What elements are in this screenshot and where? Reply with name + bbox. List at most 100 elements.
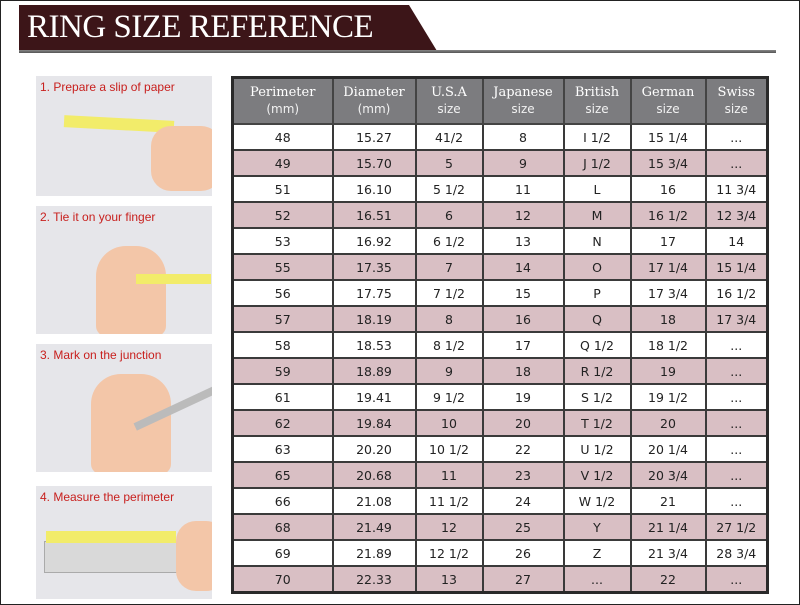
table-cell: 20 3/4 xyxy=(629,461,707,489)
table-cell: 65 xyxy=(231,461,334,489)
table-cell: 20 1/4 xyxy=(629,435,707,463)
table-row: 58 18.53 8 1/2 17 Q 1/2 18 1/2... xyxy=(231,331,769,359)
column-header: British size xyxy=(562,76,632,125)
header-unit: size xyxy=(437,101,461,116)
table-row: 56 17.75 7 1/2 15 P 17 3/4 16 1/2 xyxy=(231,279,769,307)
table-cell: 23 xyxy=(481,461,565,489)
table-cell: ... xyxy=(704,565,769,594)
table-cell: 16.51 xyxy=(331,201,417,229)
header-main: German xyxy=(641,84,695,100)
table-cell: 9 xyxy=(414,357,484,385)
table-cell: 17 3/4 xyxy=(704,305,769,333)
table-cell: 16.10 xyxy=(331,175,417,203)
table-cell: 18 1/2 xyxy=(629,331,707,359)
header-unit: size xyxy=(511,101,535,116)
table-cell: 58 xyxy=(231,331,334,359)
header-unit: size xyxy=(724,101,748,116)
column-header: Swiss size xyxy=(704,76,769,125)
table-cell: 17 xyxy=(629,227,707,255)
table-cell: I 1/2 xyxy=(562,123,632,151)
table-cell: 41/2 xyxy=(414,123,484,151)
table-cell: O xyxy=(562,253,632,281)
table-row: 69 21.89 12 1/2 26 Z 21 3/4 28 3/4 xyxy=(231,539,769,567)
table-row: 70 22.33 13 27... 22... xyxy=(231,565,769,594)
column-header: German size xyxy=(629,76,707,125)
table-cell: Q xyxy=(562,305,632,333)
table-cell: J 1/2 xyxy=(562,149,632,177)
header-unit: (mm) xyxy=(357,101,391,116)
table-cell: 18.53 xyxy=(331,331,417,359)
table-cell: Q 1/2 xyxy=(562,331,632,359)
table-cell: 11 3/4 xyxy=(704,175,769,203)
table-cell: 11 1/2 xyxy=(414,487,484,515)
table-cell: 21.89 xyxy=(331,539,417,567)
paper-strip-image xyxy=(46,531,176,543)
table-cell: 55 xyxy=(231,253,334,281)
table-cell: 10 xyxy=(414,409,484,437)
table-cell: 21.08 xyxy=(331,487,417,515)
table-cell: M xyxy=(562,201,632,229)
table-cell: 16.92 xyxy=(331,227,417,255)
table-cell: 15 xyxy=(481,279,565,307)
divider xyxy=(19,50,776,53)
table-cell: 21.49 xyxy=(331,513,417,541)
table-cell: 17.35 xyxy=(331,253,417,281)
table-cell: ... xyxy=(704,409,769,437)
table-cell: 70 xyxy=(231,565,334,594)
table-cell: W 1/2 xyxy=(562,487,632,515)
hand-image xyxy=(91,374,171,472)
header-main: British xyxy=(574,84,620,100)
header-unit: size xyxy=(585,101,609,116)
table-cell: 15.70 xyxy=(331,149,417,177)
header-main: Perimeter xyxy=(250,84,316,100)
table-cell: 53 xyxy=(231,227,334,255)
table-row: 68 21.49 12 25 Y 21 1/4 27 1/2 xyxy=(231,513,769,541)
table-cell: 49 xyxy=(231,149,334,177)
column-header: Japanese size xyxy=(481,76,565,125)
table-cell: 16 xyxy=(481,305,565,333)
table-cell: 16 1/2 xyxy=(704,279,769,307)
table-row: 48 15.27 41/2 8 I 1/2 15 1/4... xyxy=(231,123,769,151)
table-cell: 22 xyxy=(481,435,565,463)
table-cell: 12 3/4 xyxy=(704,201,769,229)
table-cell: 8 1/2 xyxy=(414,331,484,359)
table-cell: 17 1/4 xyxy=(629,253,707,281)
table-row: 53 16.92 6 1/2 13 N 17 14 xyxy=(231,227,769,255)
table-cell: 5 1/2 xyxy=(414,175,484,203)
column-header: Diameter (mm) xyxy=(331,76,417,125)
table-cell: ... xyxy=(704,461,769,489)
table-cell: N xyxy=(562,227,632,255)
table-cell: 61 xyxy=(231,383,334,411)
table-cell: ... xyxy=(704,331,769,359)
table-cell: 20 xyxy=(481,409,565,437)
header-unit: size xyxy=(656,101,680,116)
table-row: 65 20.68 11 23 V 1/2 20 3/4... xyxy=(231,461,769,489)
header-unit: (mm) xyxy=(266,101,300,116)
table-cell: ... xyxy=(704,435,769,463)
table-cell: 20.20 xyxy=(331,435,417,463)
table-cell: 18 xyxy=(629,305,707,333)
table-cell: 16 xyxy=(629,175,707,203)
table-cell: 9 1/2 xyxy=(414,383,484,411)
table-cell: 48 xyxy=(231,123,334,151)
table-cell: 20 xyxy=(629,409,707,437)
table-cell: 13 xyxy=(414,565,484,594)
table-cell: 7 1/2 xyxy=(414,279,484,307)
table-cell: 17.75 xyxy=(331,279,417,307)
table-header-row: Perimeter (mm) Diameter (mm) U.S.A size Japane… xyxy=(231,76,769,125)
table-cell: 25 xyxy=(481,513,565,541)
table-cell: 12 1/2 xyxy=(414,539,484,567)
table-row: 59 18.89 9 18 R 1/2 19... xyxy=(231,357,769,385)
table-cell: ... xyxy=(562,565,632,594)
table-cell: 6 xyxy=(414,201,484,229)
table-cell: 22.33 xyxy=(331,565,417,594)
table-cell: 16 1/2 xyxy=(629,201,707,229)
hand-image xyxy=(176,521,212,591)
table-cell: 10 1/2 xyxy=(414,435,484,463)
table-cell: 14 xyxy=(704,227,769,255)
table-cell: 21 1/4 xyxy=(629,513,707,541)
table-cell: 19.41 xyxy=(331,383,417,411)
table-cell: 69 xyxy=(231,539,334,567)
table-row: 61 19.41 9 1/2 19 S 1/2 19 1/2... xyxy=(231,383,769,411)
table-cell: 6 1/2 xyxy=(414,227,484,255)
